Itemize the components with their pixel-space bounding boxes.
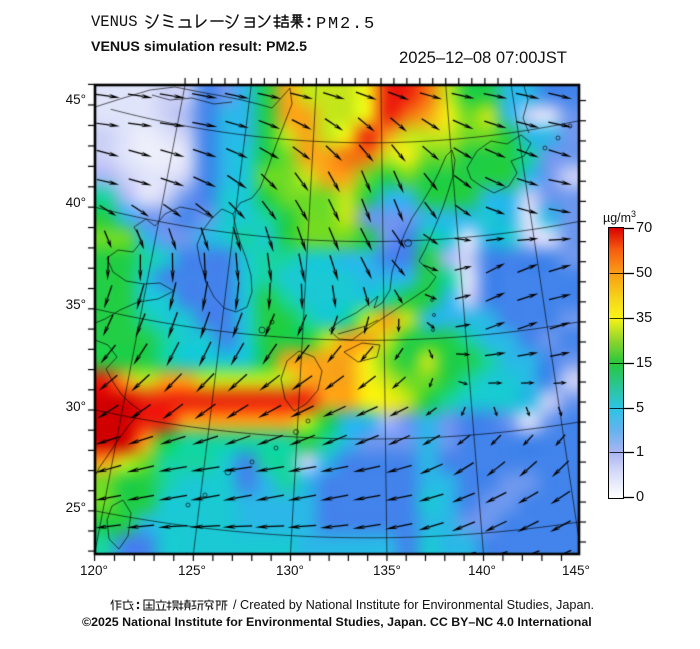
svg-text:PM2.5: PM2.5 — [316, 15, 376, 34]
